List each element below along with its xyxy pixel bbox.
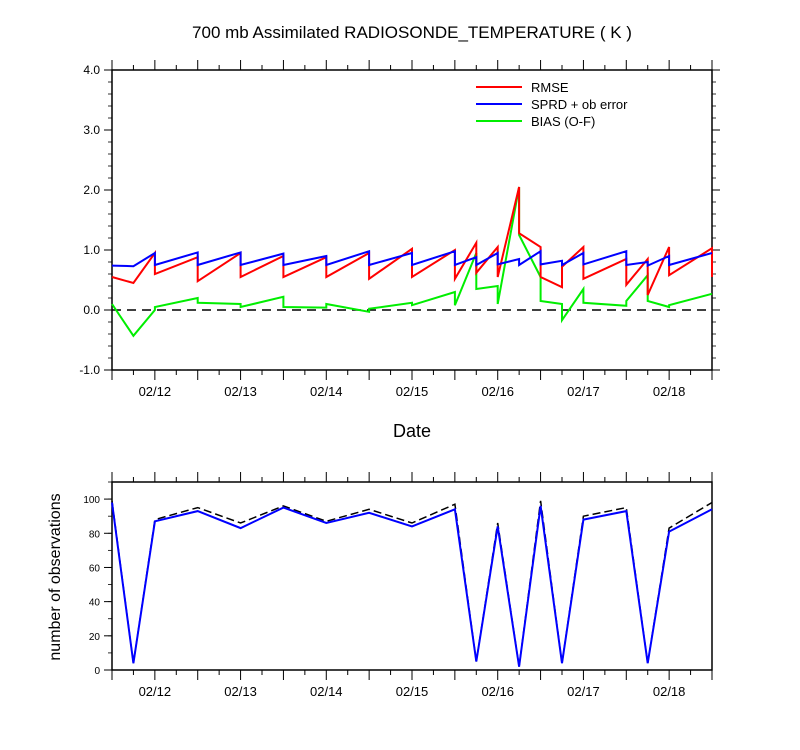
bottom-y-tick-label: 100 [83,495,100,506]
bottom-x-tick-label: 02/16 [481,684,514,699]
bottom-plot-frame [111,481,713,671]
top-y-tick-label: 3.0 [83,123,100,137]
bottom-y-tick-label: 40 [89,598,101,609]
bottom-x-tick-label: 02/17 [567,684,600,699]
bottom-y-tick-label: 80 [89,529,101,540]
top-y-tick-label: 0.0 [83,303,100,317]
chart-title: 700 mb Assimilated RADIOSONDE_TEMPERATUR… [192,23,632,42]
top-x-tick-label: 02/17 [567,384,600,399]
top-y-tick-label: 2.0 [83,183,100,197]
bottom-x-tick-label: 02/15 [396,684,429,699]
top-x-tick-label: 02/15 [396,384,429,399]
top-y-tick-label: -1.0 [79,363,100,377]
bottom-y-axis-label: number of observations [47,493,64,660]
legend: RMSE SPRD + ob error BIAS (O-F) [476,80,628,129]
series-line-sprd-ob-error [111,249,713,268]
bottom-y-tick-label: 60 [89,563,101,574]
bottom-x-tick-label: 02/12 [139,684,172,699]
series-line-rmse [111,186,713,296]
bottom-x-tick-label: 02/13 [224,684,257,699]
top-y-tick-label: 4.0 [83,63,100,77]
top-plot-frame [111,69,713,371]
legend-label: RMSE [531,80,569,95]
obs-line-assimilated [111,502,713,667]
top-y-tick-label: 1.0 [83,243,100,257]
top-x-tick-label: 02/18 [653,384,686,399]
bottom-x-tick-label: 02/14 [310,684,343,699]
top-x-tick-label: 02/14 [310,384,343,399]
obs-line-possible [111,500,713,667]
top-x-tick-label: 02/16 [481,384,514,399]
legend-label: BIAS (O-F) [531,114,595,129]
bottom-x-tick-label: 02/18 [653,684,686,699]
top-x-tick-label: 02/12 [139,384,172,399]
plots-layer: -1.0 0.0 1.0 2.0 3.0 4.0 02/12 02/13 02/14 02/15 0… [79,60,720,699]
bottom-y-tick-label: 20 [89,632,101,643]
legend-label: SPRD + ob error [531,97,628,112]
top-x-axis-label: Date [393,421,431,441]
top-x-tick-label: 02/13 [224,384,257,399]
bottom-y-tick-label: 0 [94,666,100,677]
